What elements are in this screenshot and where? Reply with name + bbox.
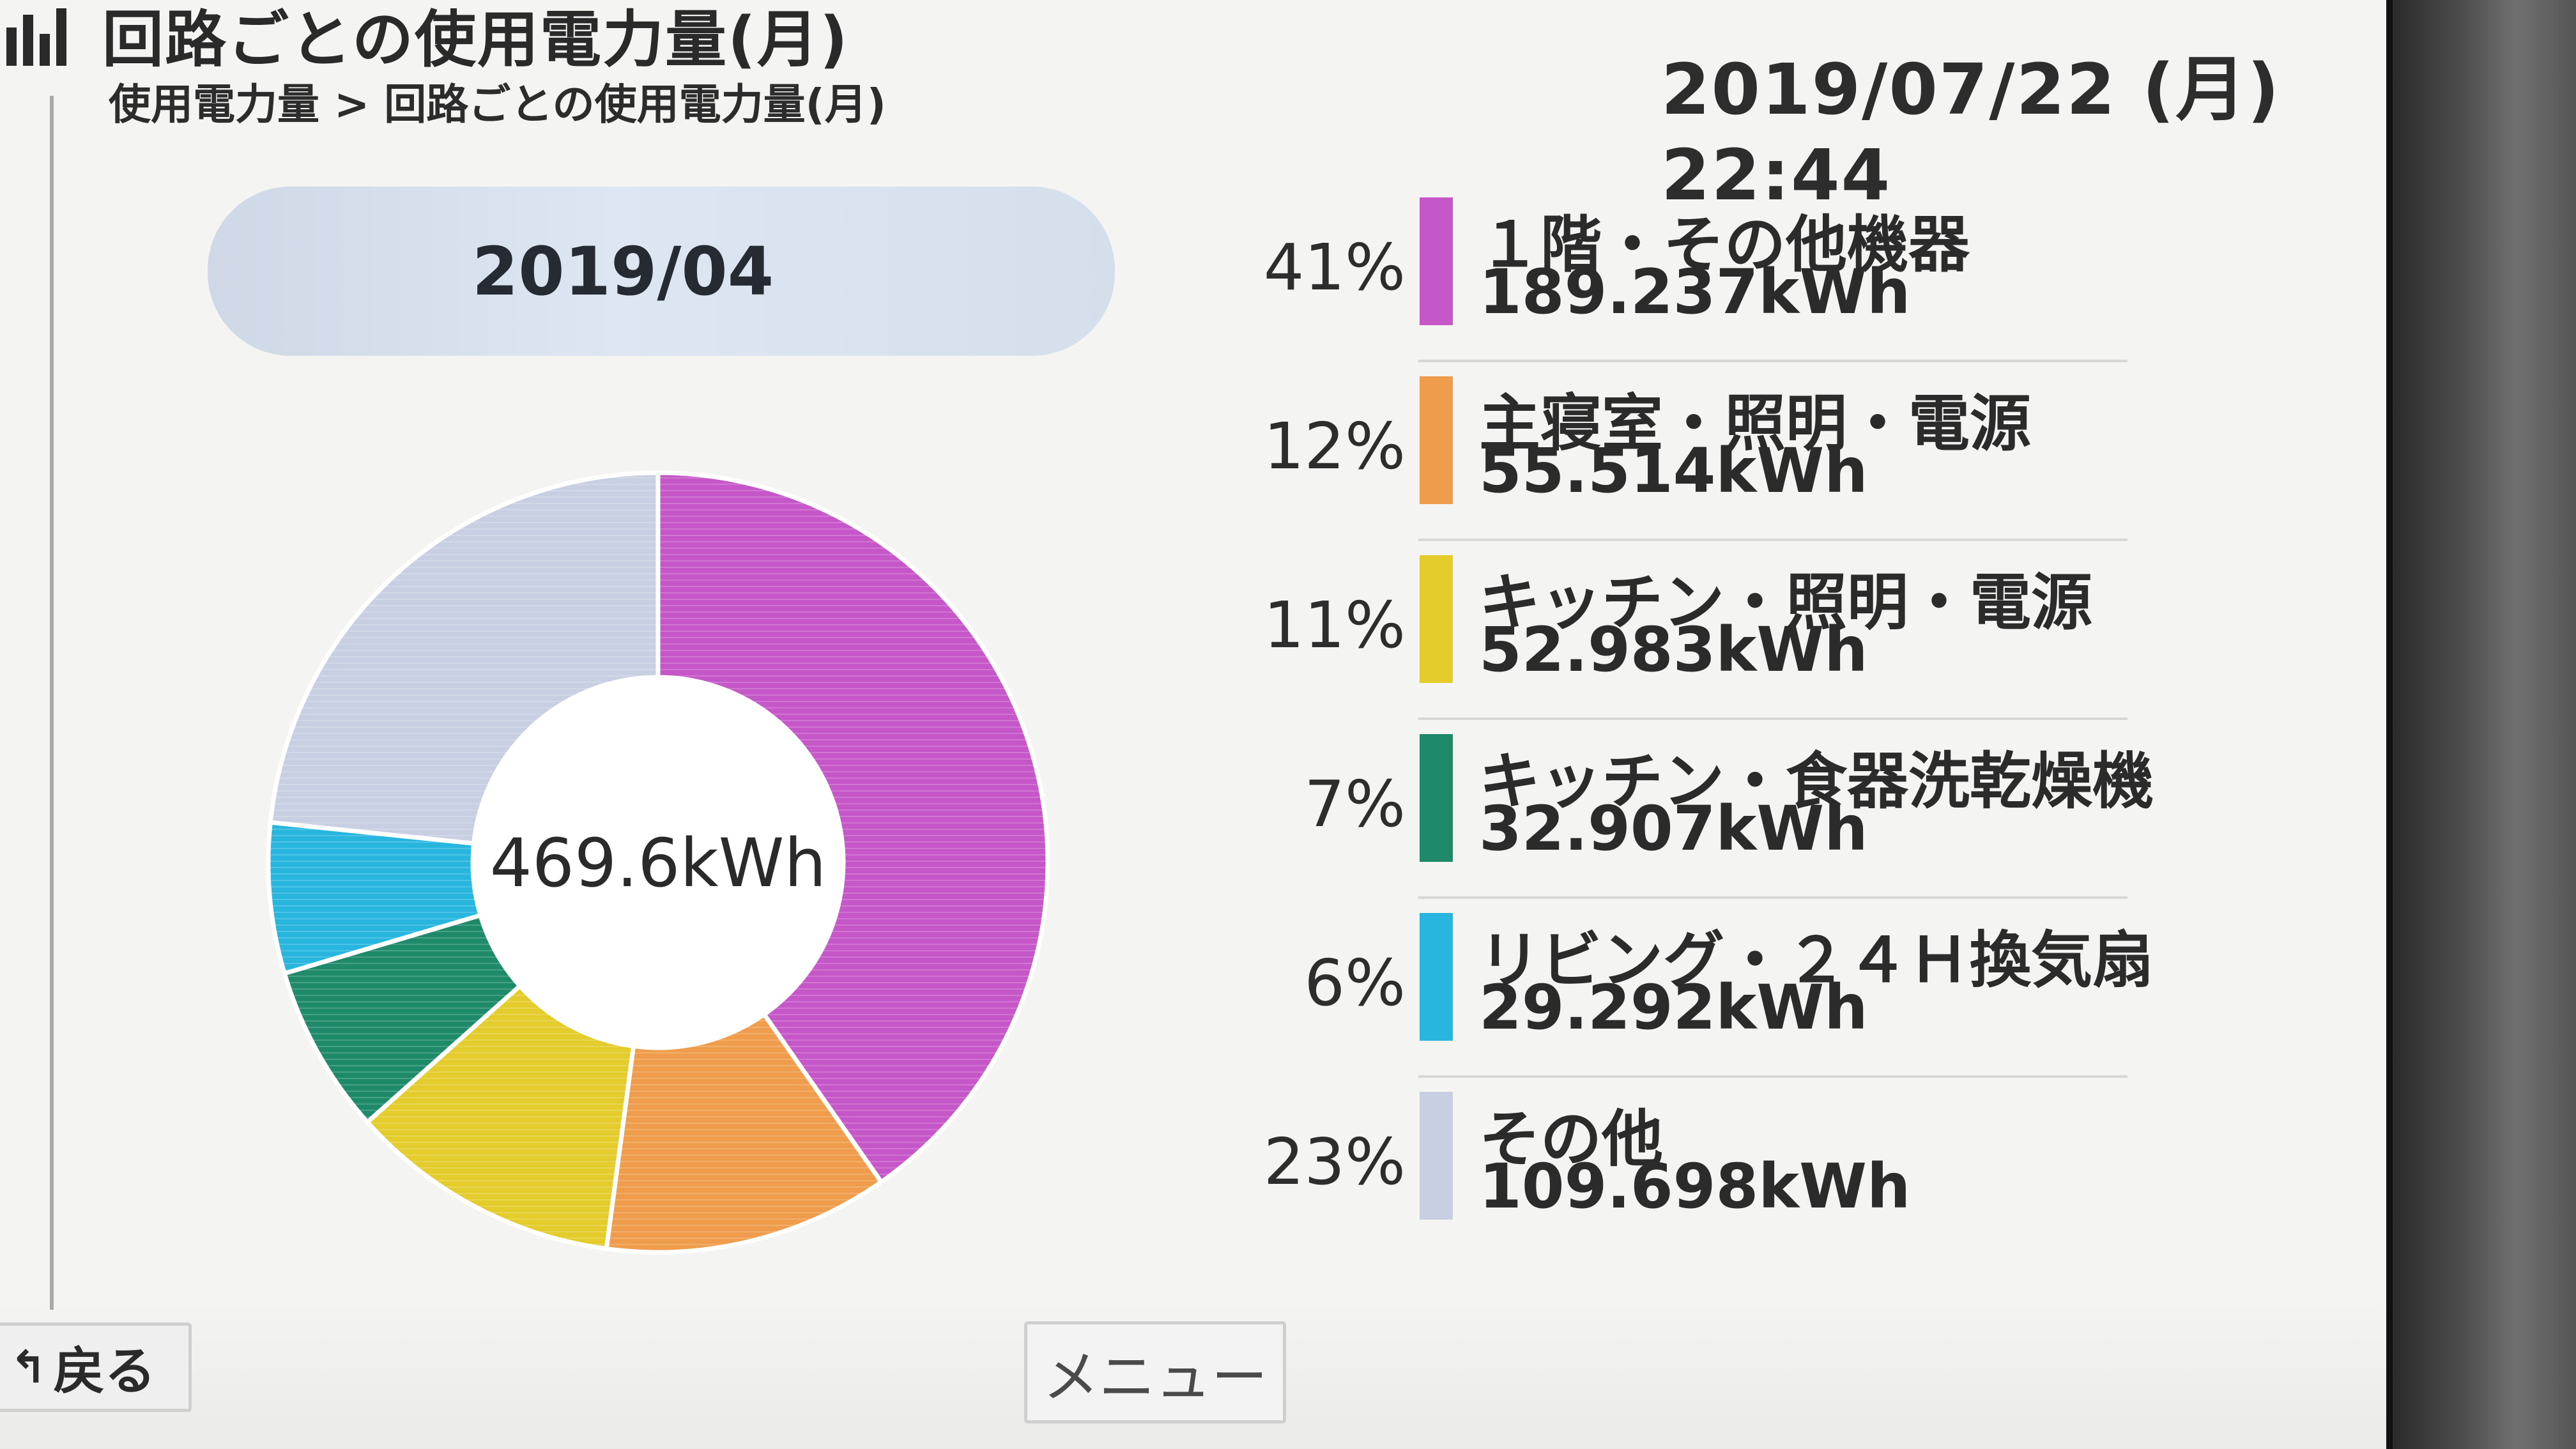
legend-divider — [1418, 717, 2128, 720]
legend-item[interactable]: 11% キッチン・照明・電源 52.983kWh — [1252, 553, 2159, 720]
legend-item[interactable]: 23% その他 109.698kWh — [1252, 1089, 2159, 1243]
legend-name: その他 — [1479, 1103, 1663, 1175]
donut-hole — [473, 677, 843, 1048]
legend-name: キッチン・食器洗乾燥機 — [1479, 746, 2154, 817]
legend-swatch — [1420, 1092, 1453, 1220]
legend-item[interactable]: 12% 主寝室・照明・電源 55.514kWh — [1252, 374, 2159, 541]
donut-slice-texture — [367, 986, 634, 1249]
return-arrow-icon: ↰ — [10, 1341, 47, 1393]
device-bezel-right — [2377, 0, 2576, 1449]
period-label: 2019/04 — [471, 232, 774, 310]
datetime: 2019/07/22 (月) 22:44 — [1661, 49, 2281, 216]
menu-label: メニュー — [1042, 1344, 1268, 1410]
legend-divider — [1418, 896, 2128, 899]
legend-name: 主寝室・照明・電源 — [1479, 388, 2031, 459]
legend-name: キッチン・照明・電源 — [1479, 567, 2092, 638]
screen: 回路ごとの使用電力量(月) 使用電力量 > 回路ごとの使用電力量(月) 2019… — [0, 0, 2393, 1449]
donut-slice-texture — [270, 473, 659, 844]
left-divider — [50, 96, 54, 1310]
legend-swatch — [1420, 197, 1453, 325]
legend-item[interactable]: 6% リビング・２４Ｈ換気扇 29.292kWh — [1252, 910, 2159, 1078]
title-row: 回路ごとの使用電力量(月) — [0, 0, 849, 75]
legend-swatch — [1420, 913, 1453, 1041]
donut-chart — [266, 470, 1050, 1255]
legend-value: 29.292kWh — [1479, 972, 1868, 1043]
legend-swatch — [1420, 734, 1453, 862]
donut-slice-texture — [658, 473, 1048, 1183]
legend-percent: 12% — [1263, 409, 1406, 484]
legend-value: 52.983kWh — [1479, 614, 1868, 686]
back-button[interactable]: ↰ 戻る — [0, 1322, 192, 1412]
legend-value: 55.514kWh — [1479, 435, 1868, 507]
menu-button[interactable]: メニュー — [1024, 1321, 1286, 1423]
legend-item[interactable]: 41% １階・その他機器 189.237kWh — [1252, 195, 2159, 362]
legend-item[interactable]: 7% キッチン・食器洗乾燥機 32.907kWh — [1252, 732, 2159, 899]
bar-chart-icon — [0, 2, 89, 66]
legend-value: 109.698kWh — [1479, 1151, 1911, 1222]
legend-name: １階・その他機器 — [1479, 209, 1970, 280]
donut-slice-texture — [284, 915, 520, 1123]
legend-name: リビング・２４Ｈ換気扇 — [1479, 924, 2154, 996]
breadcrumb: 使用電力量 > 回路ごとの使用電力量(月) — [109, 80, 886, 129]
legend-percent: 41% — [1263, 230, 1406, 305]
donut-slice-texture — [606, 1014, 882, 1253]
legend-swatch — [1420, 376, 1453, 504]
donut-slice-texture — [268, 822, 481, 974]
legend-value: 189.237kWh — [1479, 256, 1911, 328]
legend-percent: 7% — [1304, 767, 1406, 841]
page-title: 回路ごとの使用電力量(月) — [102, 3, 849, 75]
donut-total: 469.6kWh — [489, 824, 827, 902]
legend-divider — [1418, 360, 2128, 362]
legend-percent: 6% — [1304, 946, 1406, 1020]
period-selector[interactable]: 2019/04 — [208, 187, 1115, 356]
legend-percent: 11% — [1263, 588, 1406, 663]
legend-divider — [1418, 539, 2128, 541]
legend-value: 32.907kWh — [1479, 793, 1868, 864]
legend-percent: 23% — [1263, 1124, 1406, 1199]
legend-swatch — [1420, 555, 1453, 683]
legend-divider — [1418, 1075, 2128, 1078]
back-label: 戻る — [53, 1342, 156, 1401]
